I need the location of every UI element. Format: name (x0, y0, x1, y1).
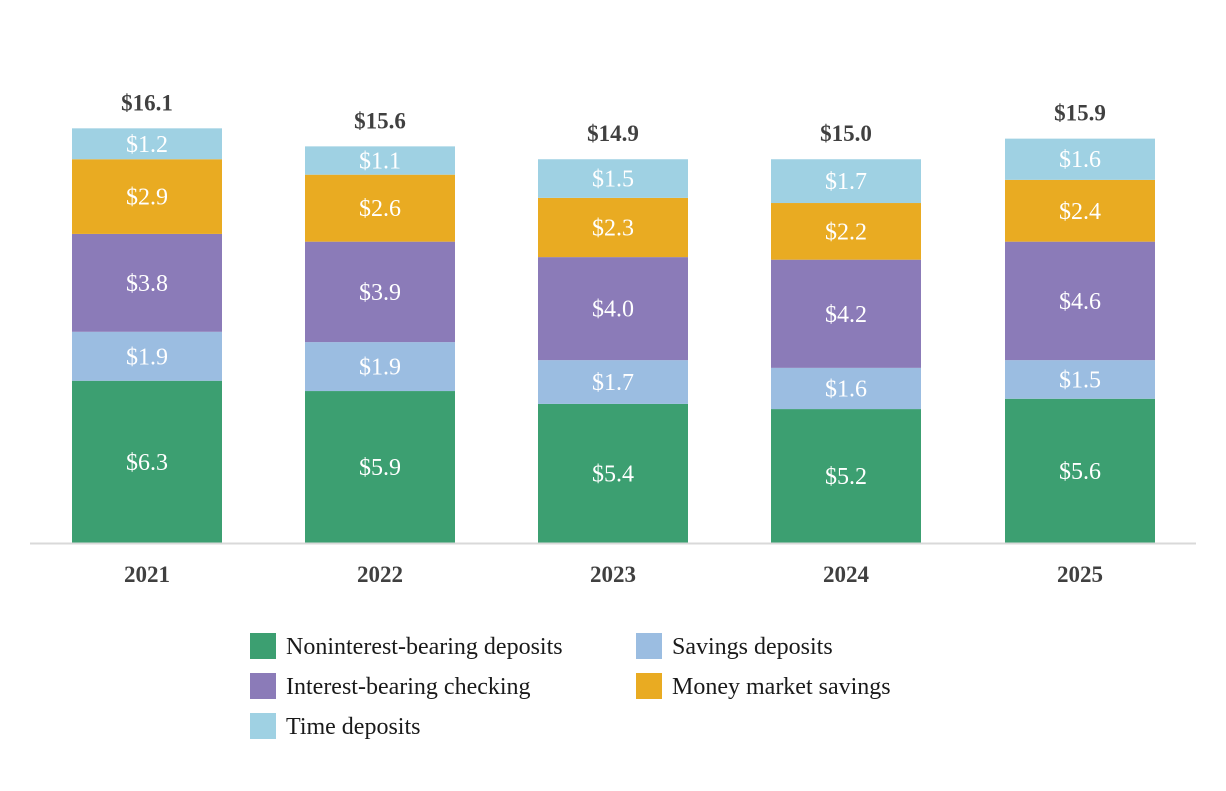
legend: Noninterest-bearing deposits Savings depo… (250, 633, 891, 740)
data-label-savings-deposits-2023: $1.7 (592, 370, 634, 396)
data-label-noninterest-bearing-deposits-2021: $6.3 (126, 450, 168, 476)
total-label-2023: $14.9 (587, 121, 639, 146)
bar-segment-money-market-savings-2023 (538, 197, 688, 258)
data-label-interest-bearing-checking-2021: $3.8 (126, 271, 168, 297)
legend-label-time-deposits: Time deposits (286, 714, 420, 740)
data-label-time-deposits-2023: $1.5 (592, 167, 634, 193)
legend-label-noninterest-bearing-deposits: Noninterest-bearing deposits (286, 634, 563, 660)
x-tick-label-2022: 2022 (357, 562, 403, 587)
bar-segment-savings-deposits-2021 (72, 331, 222, 381)
legend-swatch-savings-deposits (636, 633, 662, 659)
data-label-noninterest-bearing-deposits-2022: $5.9 (359, 455, 401, 481)
data-label-savings-deposits-2022: $1.9 (359, 355, 401, 381)
data-label-savings-deposits-2025: $1.5 (1059, 367, 1101, 393)
data-label-money-market-savings-2021: $2.9 (126, 185, 168, 211)
bar-segment-savings-deposits-2024 (771, 367, 921, 410)
data-label-time-deposits-2022: $1.1 (359, 149, 401, 175)
bar-segment-noninterest-bearing-deposits-2025 (1005, 398, 1155, 543)
data-label-noninterest-bearing-deposits-2023: $5.4 (592, 461, 634, 487)
data-label-interest-bearing-checking-2022: $3.9 (359, 280, 401, 306)
bar-segment-time-deposits-2025 (1005, 138, 1155, 180)
x-tick-label-2021: 2021 (124, 562, 170, 587)
data-label-money-market-savings-2023: $2.3 (592, 215, 634, 241)
legend-swatch-interest-bearing-checking (250, 673, 276, 699)
x-axis-ticks: 2021 2022 2023 2024 2025 (124, 562, 1103, 587)
x-tick-label-2023: 2023 (590, 562, 636, 587)
data-label-time-deposits-2024: $1.7 (825, 169, 867, 195)
bar-segment-savings-deposits-2023 (538, 360, 688, 404)
total-label-2021: $16.1 (121, 90, 173, 115)
bar-segment-time-deposits-2024 (771, 159, 921, 204)
bar-segment-interest-bearing-checking-2021 (72, 233, 222, 332)
bar-segment-time-deposits-2023 (538, 159, 688, 198)
data-label-money-market-savings-2022: $2.6 (359, 196, 401, 222)
bar-segment-savings-deposits-2025 (1005, 360, 1155, 399)
total-label-2025: $15.9 (1054, 101, 1106, 126)
x-tick-label-2024: 2024 (823, 562, 870, 587)
legend-label-savings-deposits: Savings deposits (672, 634, 833, 660)
total-label-2022: $15.6 (354, 108, 406, 133)
data-label-noninterest-bearing-deposits-2024: $5.2 (825, 464, 867, 490)
legend-label-interest-bearing-checking: Interest-bearing checking (286, 674, 531, 700)
bar-segment-interest-bearing-checking-2024 (771, 259, 921, 368)
data-label-interest-bearing-checking-2023: $4.0 (592, 297, 634, 323)
bar-segment-noninterest-bearing-deposits-2022 (305, 391, 455, 543)
data-label-time-deposits-2025: $1.6 (1059, 147, 1101, 173)
bar-segment-noninterest-bearing-deposits-2024 (771, 409, 921, 543)
bar-segment-money-market-savings-2024 (771, 203, 921, 260)
bars-layer (72, 128, 1155, 543)
data-label-noninterest-bearing-deposits-2025: $5.6 (1059, 459, 1101, 485)
bar-segment-interest-bearing-checking-2025 (1005, 241, 1155, 361)
bar-segment-money-market-savings-2025 (1005, 179, 1155, 242)
data-label-time-deposits-2021: $1.2 (126, 132, 168, 158)
data-label-interest-bearing-checking-2024: $4.2 (825, 302, 867, 328)
legend-swatch-time-deposits (250, 713, 276, 739)
bar-segment-noninterest-bearing-deposits-2023 (538, 403, 688, 543)
total-label-2024: $15.0 (820, 121, 872, 146)
bar-segment-interest-bearing-checking-2022 (305, 241, 455, 343)
bar-segment-interest-bearing-checking-2023 (538, 257, 688, 361)
bar-segment-time-deposits-2021 (72, 128, 222, 160)
data-label-money-market-savings-2025: $2.4 (1059, 199, 1101, 225)
data-label-savings-deposits-2021: $1.9 (126, 344, 168, 370)
data-label-interest-bearing-checking-2025: $4.6 (1059, 289, 1101, 315)
legend-swatch-money-market-savings (636, 673, 662, 699)
data-label-savings-deposits-2024: $1.6 (825, 376, 867, 402)
data-label-money-market-savings-2024: $2.2 (825, 219, 867, 245)
bar-segment-time-deposits-2022 (305, 146, 455, 175)
bar-segment-money-market-savings-2021 (72, 159, 222, 234)
bar-segment-noninterest-bearing-deposits-2021 (72, 380, 222, 543)
bar-segment-savings-deposits-2022 (305, 342, 455, 392)
legend-swatch-noninterest-bearing-deposits (250, 633, 276, 659)
x-tick-label-2025: 2025 (1057, 562, 1103, 587)
bar-segment-money-market-savings-2022 (305, 174, 455, 242)
legend-label-money-market-savings: Money market savings (672, 674, 891, 700)
data-labels-layer: $6.3 $1.9 $3.8 $2.9 $1.2 $16.1 $5.9 $1.9 $3.9 $2.… (121, 90, 1106, 490)
